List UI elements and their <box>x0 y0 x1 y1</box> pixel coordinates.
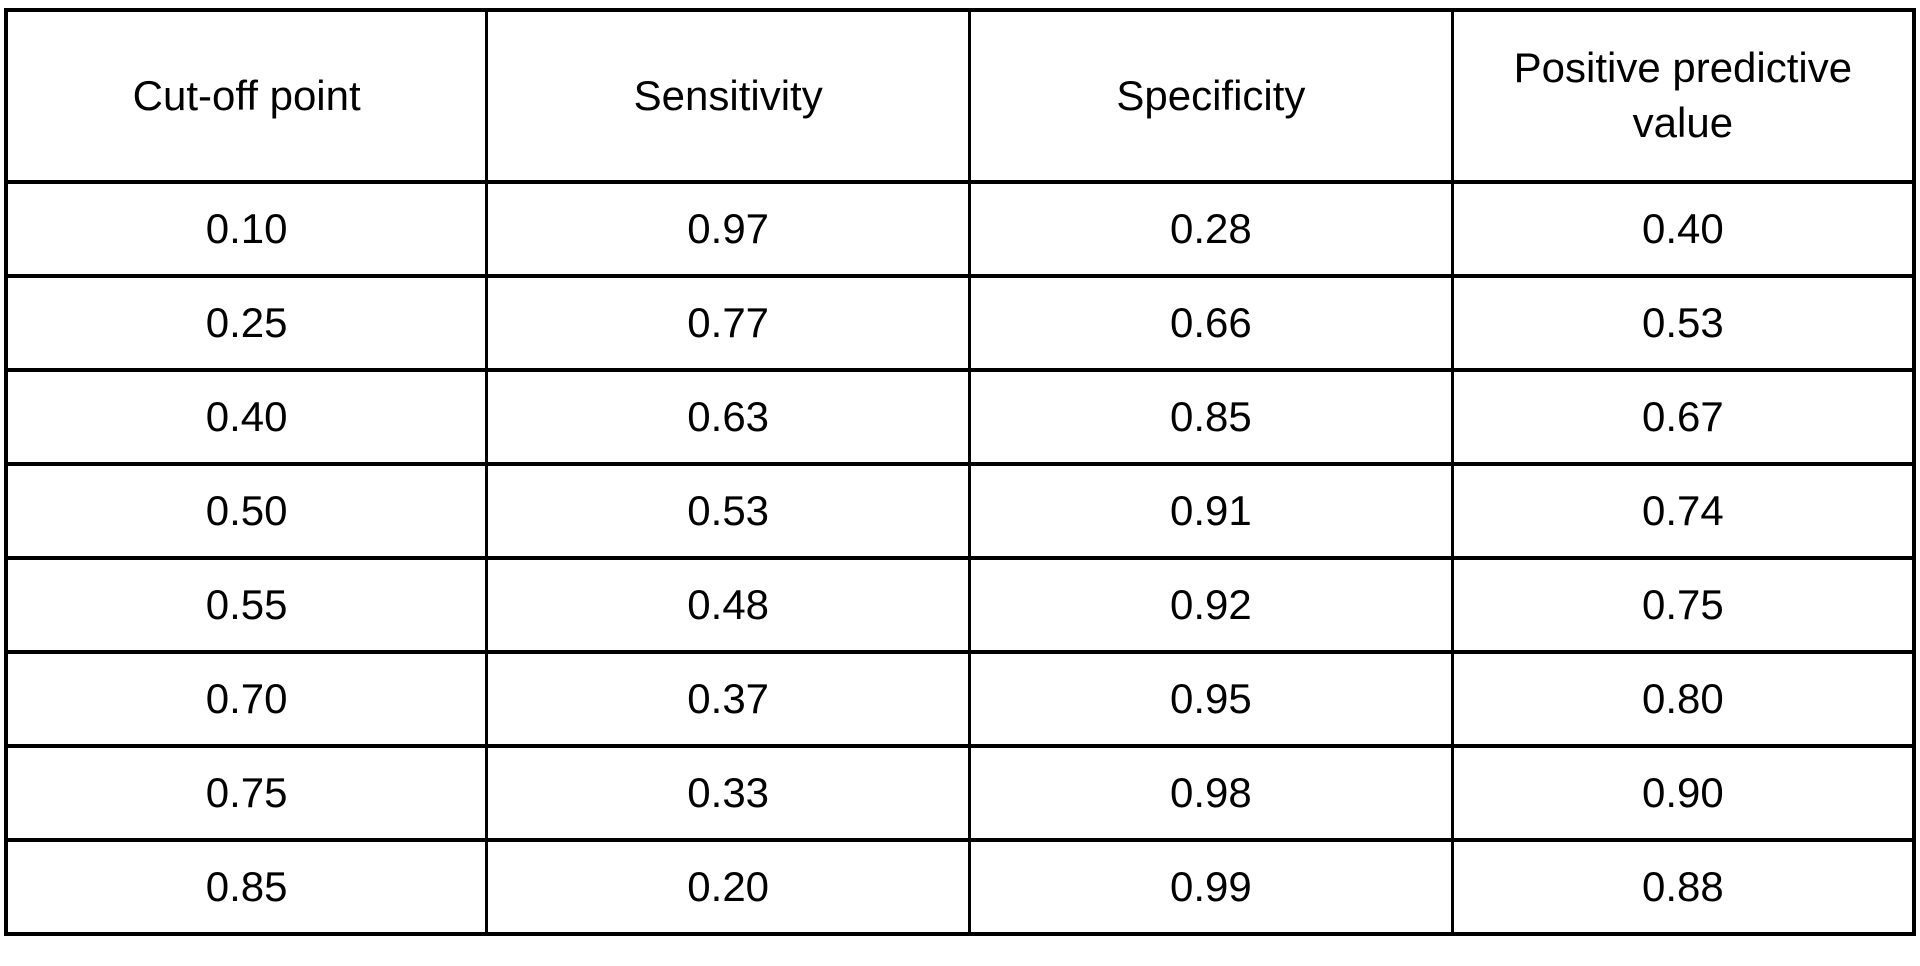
table-header-row: Cut-off point Sensitivity Specificity Po… <box>4 8 1916 184</box>
table-cell: 0.97 <box>485 180 972 278</box>
table-cell: 0.95 <box>968 650 1454 748</box>
table-row: 0.50 0.53 0.91 0.74 <box>4 462 1916 560</box>
table-cell: 0.10 <box>4 180 489 278</box>
table-cell: 0.33 <box>485 744 972 842</box>
column-header-specificity: Specificity <box>968 8 1454 184</box>
table-cell: 0.25 <box>4 274 489 372</box>
table-cell: 0.75 <box>1450 556 1916 654</box>
table-cell: 0.55 <box>4 556 489 654</box>
table-cell: 0.92 <box>968 556 1454 654</box>
table-cell: 0.77 <box>485 274 972 372</box>
table-cell: 0.90 <box>1450 744 1916 842</box>
table-row: 0.55 0.48 0.92 0.75 <box>4 556 1916 654</box>
table-row: 0.10 0.97 0.28 0.40 <box>4 180 1916 278</box>
table-cell: 0.85 <box>968 368 1454 466</box>
table-cell: 0.70 <box>4 650 489 748</box>
table-cell: 0.88 <box>1450 838 1916 936</box>
table-cell: 0.91 <box>968 462 1454 560</box>
table-cell: 0.80 <box>1450 650 1916 748</box>
table-cell: 0.85 <box>4 838 489 936</box>
table-cell: 0.75 <box>4 744 489 842</box>
table-cell: 0.99 <box>968 838 1454 936</box>
table-row: 0.70 0.37 0.95 0.80 <box>4 650 1916 748</box>
table-cell: 0.98 <box>968 744 1454 842</box>
table-cell: 0.50 <box>4 462 489 560</box>
table-cell: 0.40 <box>1450 180 1916 278</box>
table-cell: 0.53 <box>485 462 972 560</box>
table-row: 0.85 0.20 0.99 0.88 <box>4 838 1916 936</box>
table-cell: 0.48 <box>485 556 972 654</box>
table-row: 0.25 0.77 0.66 0.53 <box>4 274 1916 372</box>
column-header-positive-predictive-value: Positive predictive value <box>1450 8 1916 184</box>
table-row: 0.40 0.63 0.85 0.67 <box>4 368 1916 466</box>
table-cell: 0.53 <box>1450 274 1916 372</box>
table-cell: 0.28 <box>968 180 1454 278</box>
table-cell: 0.74 <box>1450 462 1916 560</box>
table-body: 0.10 0.97 0.28 0.40 0.25 0.77 0.66 0.53 0.40 0.63… <box>4 180 1916 936</box>
table-cell: 0.37 <box>485 650 972 748</box>
column-header-cutoff-point: Cut-off point <box>4 8 489 184</box>
table-cell: 0.67 <box>1450 368 1916 466</box>
table-row: 0.75 0.33 0.98 0.90 <box>4 744 1916 842</box>
table-cell: 0.63 <box>485 368 972 466</box>
cutoff-metrics-table: Cut-off point Sensitivity Specificity Po… <box>4 8 1916 936</box>
table-cell: 0.40 <box>4 368 489 466</box>
table-cell: 0.20 <box>485 838 972 936</box>
column-header-sensitivity: Sensitivity <box>485 8 972 184</box>
table-cell: 0.66 <box>968 274 1454 372</box>
